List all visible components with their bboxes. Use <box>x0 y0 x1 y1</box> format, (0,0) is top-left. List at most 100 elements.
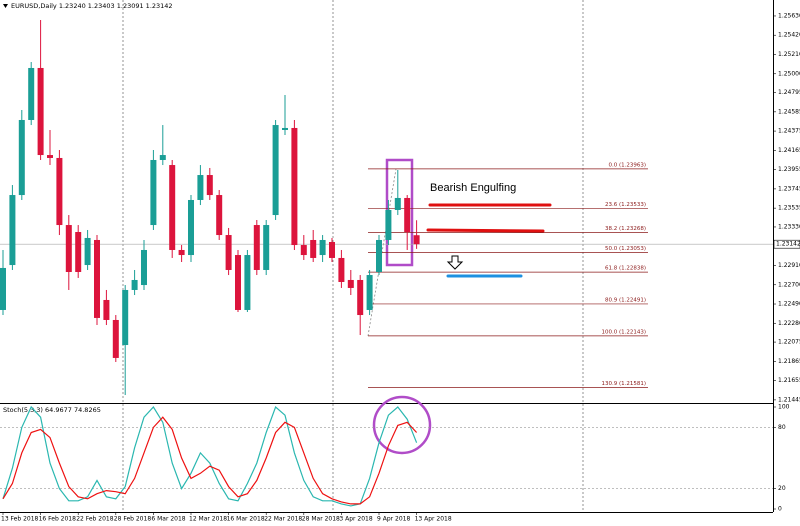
y-tick-label: 1.21655 <box>778 377 800 384</box>
candle-body <box>150 159 157 226</box>
candle-body <box>56 157 63 226</box>
candle-body <box>263 225 270 270</box>
y-tick-label: 1.25420 <box>778 32 800 39</box>
x-tick-label: 28 Mar 2018 <box>302 516 340 523</box>
y-tick-label: 1.23745 <box>778 185 800 192</box>
candle-body <box>47 155 53 158</box>
candle-body <box>347 279 354 288</box>
candle-body <box>94 239 100 318</box>
candle-body <box>131 279 138 290</box>
x-tick-label: 22 Feb 2018 <box>76 516 114 523</box>
x-tick-label: 16 Feb 2018 <box>39 516 77 523</box>
candle-body <box>235 255 241 310</box>
y-tick-label: 1.24165 <box>778 147 800 154</box>
candle-body <box>385 209 392 240</box>
candle-body <box>9 195 16 266</box>
fib-label: 61.8 (1.22838) <box>605 266 646 272</box>
x-tick-label: 28 Feb 2018 <box>114 516 152 523</box>
y-tick-label: 1.21865 <box>778 358 800 365</box>
y-tick-label: 80 <box>778 424 786 431</box>
indicator-title: Stoch(5,3,3) 64.9677 74.8265 <box>3 406 101 414</box>
candle-body <box>65 225 72 272</box>
candle-body <box>122 289 129 346</box>
y-tick-label: 1.23330 <box>778 223 800 230</box>
candle-body <box>159 155 166 160</box>
candle-body <box>357 279 364 316</box>
y-tick-label: 1.22490 <box>778 301 800 308</box>
x-tick-label: 3 Apr 2018 <box>339 516 372 523</box>
candle-body <box>112 319 119 358</box>
candle-body <box>310 239 317 258</box>
menu-icon[interactable] <box>3 4 8 8</box>
candle-body <box>282 127 288 130</box>
stoch-line <box>2 416 418 505</box>
candle-body <box>376 239 382 272</box>
candle-body <box>319 239 326 256</box>
candle-body <box>291 127 298 246</box>
candle-body <box>178 249 185 256</box>
y-tick-label: 1.22700 <box>778 281 800 288</box>
y-tick-label: 0 <box>778 506 782 513</box>
candle-body <box>216 195 223 236</box>
y-tick-label: 1.25210 <box>778 51 800 58</box>
y-tick-label: 1.22075 <box>778 339 800 346</box>
x-tick-label: 13 Apr 2018 <box>415 516 452 523</box>
fib-label: 38.2 (1.23268) <box>605 226 646 232</box>
candle-body <box>169 165 176 250</box>
last-price-label: 1.23142 <box>776 241 800 248</box>
x-tick-label: 13 Feb 2018 <box>1 516 39 523</box>
annotation: Bearish Engulfing <box>430 182 516 194</box>
candle-body <box>272 125 279 216</box>
drawings <box>367 158 552 455</box>
x-tick-label: 12 Mar 2018 <box>189 516 227 523</box>
candle-body <box>253 225 260 270</box>
fib-label: 0.0 (1.23963) <box>608 162 646 168</box>
y-tick-label: 1.24375 <box>778 128 800 135</box>
y-tick-label: 20 <box>778 485 786 492</box>
x-tick-label: 9 Apr 2018 <box>377 516 410 523</box>
y-tick-label: 1.23535 <box>778 205 800 212</box>
fib-label: 23.6 (1.23533) <box>605 202 646 208</box>
y-tick-label: 100 <box>778 404 790 411</box>
candle-body <box>37 67 44 156</box>
candle-body <box>84 237 91 266</box>
y-tick-label: 1.24795 <box>778 89 800 96</box>
candle-body <box>338 257 345 282</box>
candle-body <box>225 235 232 270</box>
y-tick-label: 1.25630 <box>778 12 800 19</box>
candle-body <box>366 275 373 310</box>
candle-body <box>28 67 35 120</box>
stoch-line <box>2 405 418 507</box>
candle-body <box>188 199 194 256</box>
y-tick-label: 1.22910 <box>778 262 800 269</box>
y-tick-label: 1.25000 <box>778 70 800 77</box>
fib-label: 130.9 (1.21581) <box>601 381 646 387</box>
x-tick-label: 6 Mar 2018 <box>151 516 185 523</box>
candle-body <box>141 249 147 286</box>
candle-body <box>18 119 25 196</box>
candle-body <box>0 267 6 310</box>
y-tick-label: 1.21445 <box>778 396 800 403</box>
x-tick-label: 22 Mar 2018 <box>264 516 302 523</box>
y-tick-label: 1.23955 <box>778 166 800 173</box>
chart-title: EURUSD,Daily 1.23240 1.23403 1.23091 1.2… <box>11 2 173 10</box>
candle-body <box>394 197 401 210</box>
candle-body <box>329 242 335 258</box>
candle-body <box>300 245 307 256</box>
fib-label: 50.0 (1.23053) <box>605 246 646 252</box>
y-tick-label: 1.22280 <box>778 320 800 327</box>
fib-label: 80.9 (1.22491) <box>605 297 646 303</box>
candle-body <box>197 175 204 200</box>
candle-body <box>244 255 251 310</box>
fib-label: 100.0 (1.22143) <box>601 329 646 335</box>
candle-body <box>103 299 110 320</box>
candle-body <box>413 235 420 245</box>
last-price-box <box>773 239 800 249</box>
x-tick-label: 16 Mar 2018 <box>227 516 265 523</box>
candle-body <box>206 175 213 196</box>
candle-body <box>75 232 82 272</box>
y-tick-label: 1.24585 <box>778 108 800 115</box>
candle-body <box>404 197 411 233</box>
